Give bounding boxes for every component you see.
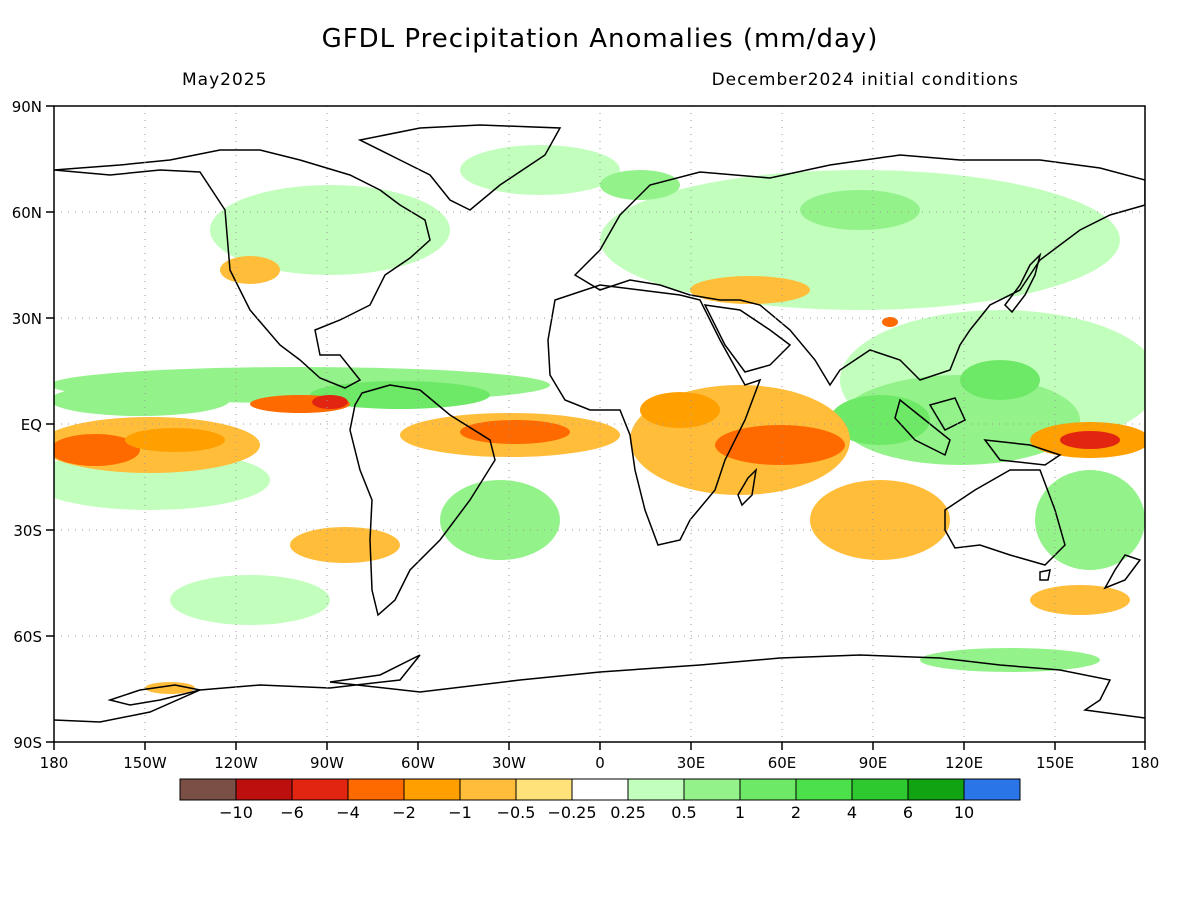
- legend-swatch: [739, 778, 797, 801]
- legend-swatch: [907, 778, 965, 801]
- legend-label: −4: [336, 803, 360, 822]
- legend-label: 0.5: [671, 803, 696, 822]
- legend-labels: −10 −6 −4 −2 −1 −0.5 −0.25 0.25 0.5 1 2 …: [219, 803, 974, 822]
- legend-swatch: [291, 778, 349, 801]
- legend-swatch: [235, 778, 293, 801]
- lon-label: 150W: [123, 754, 167, 772]
- lon-label: 0: [595, 754, 605, 772]
- legend-label: 1: [735, 803, 745, 822]
- map-title: GFDL Precipitation Anomalies (mm/day): [321, 24, 879, 54]
- legend-swatch: [347, 778, 405, 801]
- lon-label: 30W: [492, 754, 526, 772]
- legend-label: −1: [448, 803, 472, 822]
- lon-label: 90W: [310, 754, 344, 772]
- lat-label: 30S: [13, 522, 42, 540]
- legend-label: −6: [280, 803, 304, 822]
- coastlines: [54, 124, 1145, 723]
- legend-swatch: [179, 778, 237, 801]
- lat-label: 30N: [12, 310, 42, 328]
- legend-label: −2: [392, 803, 416, 822]
- lon-label: 60W: [401, 754, 435, 772]
- tick-marks: [46, 105, 1146, 750]
- legend-swatch: [795, 778, 853, 801]
- graticule: [54, 106, 1145, 742]
- lon-label: 180: [40, 754, 69, 772]
- legend-label: 10: [954, 803, 974, 822]
- longitude-labels: 180 150W 120W 90W 60W 30W 0 30E 60E 90E …: [40, 754, 1160, 772]
- legend-label: 4: [847, 803, 857, 822]
- lon-label: 120E: [945, 754, 983, 772]
- anomaly-shading: [54, 145, 1145, 694]
- legend-label: −0.25: [547, 803, 596, 822]
- lat-label: 90S: [13, 734, 42, 752]
- color-legend: −10 −6 −4 −2 −1 −0.5 −0.25 0.25 0.5 1 2 …: [179, 778, 1021, 822]
- lat-label: 90N: [12, 98, 42, 116]
- valid-month-label: May2025: [182, 70, 268, 90]
- legend-swatch: [627, 778, 685, 801]
- lon-label: 150E: [1036, 754, 1074, 772]
- legend-label: −0.5: [497, 803, 536, 822]
- lat-label: 60N: [12, 204, 42, 222]
- lon-label: 180: [1131, 754, 1160, 772]
- legend-swatch: [851, 778, 909, 801]
- legend-swatch: [571, 778, 629, 801]
- lat-label: EQ: [21, 416, 42, 434]
- lon-label: 120W: [214, 754, 258, 772]
- lon-label: 60E: [768, 754, 797, 772]
- lon-label: 90E: [859, 754, 888, 772]
- latitude-labels: 90N 60N 30N EQ 30S 60S 90S: [12, 98, 42, 752]
- initial-conditions-label: December2024 initial conditions: [711, 70, 1019, 90]
- legend-swatch: [515, 778, 573, 801]
- legend-swatch: [459, 778, 517, 801]
- legend-swatches: [179, 778, 1021, 801]
- legend-label: 2: [791, 803, 801, 822]
- legend-swatch: [683, 778, 741, 801]
- legend-label: −10: [219, 803, 253, 822]
- legend-swatch: [963, 778, 1021, 801]
- legend-swatch: [403, 778, 461, 801]
- lat-label: 60S: [13, 628, 42, 646]
- lon-label: 30E: [677, 754, 706, 772]
- legend-label: 0.25: [610, 803, 646, 822]
- legend-label: 6: [903, 803, 913, 822]
